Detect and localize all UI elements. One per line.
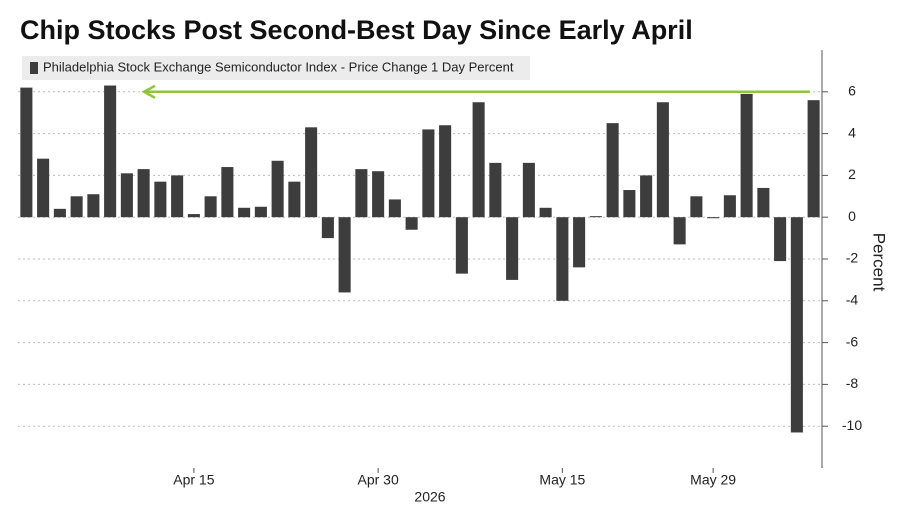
- bar: [120, 173, 133, 218]
- bar: [204, 196, 217, 218]
- bar: [707, 217, 720, 219]
- bar: [254, 206, 267, 218]
- bar: [20, 87, 33, 218]
- bar: [338, 217, 351, 293]
- bar: [640, 175, 653, 218]
- annotation-arrowhead: [141, 84, 156, 99]
- bar: [37, 158, 50, 218]
- x-tick-label: May 29: [690, 472, 736, 488]
- bar: [774, 217, 787, 262]
- y-tick-label: -4: [846, 292, 859, 308]
- bar: [807, 100, 820, 218]
- y-tick-label: 2: [848, 166, 856, 182]
- bar: [573, 217, 586, 268]
- x-tick-label: May 15: [539, 472, 585, 488]
- bar: [690, 196, 703, 218]
- bar: [723, 195, 736, 218]
- legend-label: Philadelphia Stock Exchange Semiconducto…: [43, 59, 514, 74]
- y-tick-label: -6: [846, 333, 859, 349]
- chart-title: Chip Stocks Post Second-Best Day Since E…: [20, 15, 693, 45]
- bar: [623, 190, 636, 218]
- x-axis-label: 2026: [414, 489, 445, 505]
- bar: [405, 217, 418, 230]
- bar: [187, 214, 200, 218]
- bar: [355, 169, 368, 218]
- bar: [321, 217, 334, 239]
- bar: [137, 169, 150, 218]
- bar: [171, 175, 184, 218]
- bar: [87, 194, 100, 218]
- bar: [271, 160, 284, 218]
- bar: [606, 123, 619, 218]
- bar: [388, 199, 401, 218]
- bar: [439, 125, 452, 218]
- bar: [455, 217, 468, 274]
- x-tick-label: Apr 15: [173, 472, 214, 488]
- bar: [556, 217, 569, 301]
- bar: [589, 216, 602, 218]
- bar: [70, 196, 83, 218]
- x-tick-label: Apr 30: [358, 472, 399, 488]
- y-axis-label: Percent: [870, 233, 889, 292]
- legend-box: [22, 56, 530, 80]
- bar: [506, 217, 519, 280]
- y-tick-label: 4: [848, 124, 856, 140]
- bar: [422, 129, 435, 218]
- bar: [740, 93, 753, 218]
- bar: [489, 162, 502, 218]
- bar: [522, 162, 535, 218]
- bar: [53, 208, 66, 218]
- bar: [221, 167, 234, 218]
- bar: [238, 207, 251, 218]
- y-tick-label: -8: [846, 375, 859, 391]
- bar: [372, 171, 385, 218]
- bar: [790, 217, 803, 433]
- bar: [154, 181, 167, 218]
- bar: [104, 85, 117, 218]
- y-tick-label: -2: [846, 250, 859, 266]
- legend-swatch: [30, 62, 38, 74]
- bar: [539, 207, 552, 218]
- y-tick-label: 0: [848, 208, 856, 224]
- bar: [673, 217, 686, 245]
- bar: [656, 102, 669, 218]
- bar: [472, 102, 485, 218]
- bar: [757, 187, 770, 218]
- y-tick-label: -10: [842, 417, 862, 433]
- bar: [305, 127, 318, 218]
- bar: [288, 181, 301, 218]
- y-tick-label: 6: [848, 83, 856, 99]
